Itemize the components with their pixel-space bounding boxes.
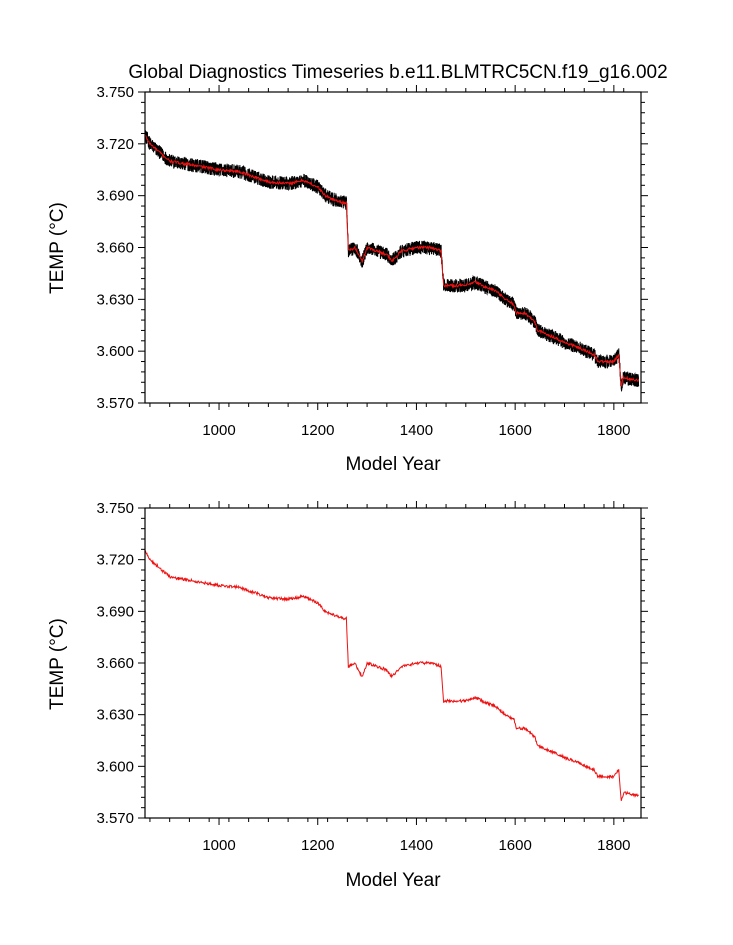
y-tick-label: 3.660	[96, 655, 134, 672]
x-tick-label: 1200	[301, 837, 334, 854]
top-panel: 3.570 3.600 3.630 3.660 3.690 3.720 3.750 1000…	[47, 84, 648, 475]
y-tick-label: 3.600	[96, 343, 134, 360]
bottom-y-tick-labels: 3.570 3.600 3.630 3.660 3.690 3.720 3.750	[96, 500, 134, 827]
top-y-tick-labels: 3.570 3.600 3.630 3.660 3.690 3.720 3.750	[96, 84, 134, 412]
y-tick-label: 3.750	[96, 500, 134, 517]
x-tick-label: 1800	[597, 422, 630, 439]
bottom-panel-ticks	[138, 501, 648, 825]
x-tick-label: 1000	[202, 837, 235, 854]
y-tick-label: 3.690	[96, 603, 134, 620]
annual-series-line	[144, 134, 640, 387]
x-tick-label: 1600	[498, 837, 531, 854]
y-tick-label: 3.720	[96, 552, 134, 569]
x-tick-label: 1000	[202, 422, 235, 439]
y-tick-label: 3.690	[96, 188, 134, 205]
monthly-series-line	[144, 130, 640, 392]
y-tick-label: 3.750	[96, 84, 134, 101]
top-panel-ticks	[138, 85, 648, 410]
top-y-axis-label: TEMP (°C)	[47, 202, 68, 294]
bottom-y-axis-label: TEMP (°C)	[47, 618, 68, 710]
annual-series-line-bottom	[144, 550, 639, 802]
chart-title: Global Diagnostics Timeseries b.e11.BLMT…	[128, 62, 667, 83]
top-plot-frame	[144, 91, 642, 404]
y-tick-label: 3.600	[96, 758, 134, 775]
y-tick-label: 3.570	[96, 810, 134, 827]
x-tick-label: 1400	[400, 837, 433, 854]
y-tick-label: 3.660	[96, 240, 134, 257]
y-tick-label: 3.630	[96, 291, 134, 308]
y-tick-label: 3.720	[96, 136, 134, 153]
top-x-tick-labels: 1000 1200 1400 1600 1800	[202, 422, 630, 439]
annual-series-line-top	[144, 134, 640, 387]
bottom-x-axis-label: Model Year	[345, 870, 441, 891]
y-tick-label: 3.630	[96, 707, 134, 724]
bottom-plot-frame	[144, 507, 642, 819]
bottom-x-tick-labels: 1000 1200 1400 1600 1800	[202, 837, 630, 854]
bottom-panel: 3.570 3.600 3.630 3.660 3.690 3.720 3.750 1000…	[47, 500, 648, 891]
x-tick-label: 1200	[301, 422, 334, 439]
annual-series-line	[144, 550, 639, 802]
monthly-series-band	[144, 130, 640, 392]
y-tick-label: 3.570	[96, 395, 134, 412]
x-tick-label: 1800	[597, 837, 630, 854]
x-tick-label: 1400	[400, 422, 433, 439]
top-x-axis-label: Model Year	[345, 454, 441, 475]
x-tick-label: 1600	[498, 422, 531, 439]
